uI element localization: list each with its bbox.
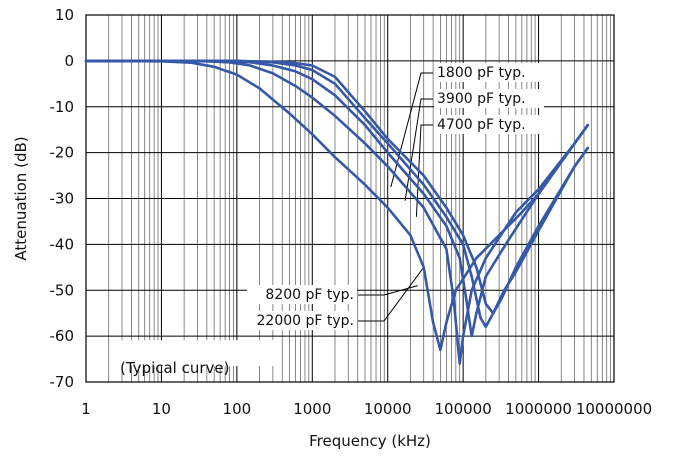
series-line	[84, 59, 590, 352]
series-lines	[84, 59, 590, 365]
y-tick-label: -40	[50, 235, 75, 253]
y-axis-tick-labels: 10 0 -10 -20 -30 -40 -50 -60 -70	[50, 6, 75, 391]
x-tick-label: 1000	[293, 400, 331, 418]
x-tick-label: 1	[81, 400, 91, 418]
x-tick-label: 10000	[364, 400, 412, 418]
y-tick-label: -60	[50, 327, 75, 345]
plot-frame	[85, 14, 615, 383]
series-label: 22000 pF typ.	[257, 313, 355, 329]
series-label: 8200 pF typ.	[265, 287, 354, 303]
leader-line	[358, 285, 418, 296]
x-tick-label: 10000000	[576, 400, 652, 418]
y-tick-label: -30	[50, 190, 75, 208]
y-tick-label: 10	[55, 6, 74, 24]
series-label: 4700 pF typ.	[437, 117, 526, 133]
x-tick-label: 100	[223, 400, 252, 418]
typical-curve-note: (Typical curve)	[120, 359, 230, 377]
y-axis-title: Attenuation (dB)	[12, 136, 30, 260]
typical-curve-note-background	[110, 340, 280, 367]
series-label-background	[247, 285, 357, 304]
leader-line	[358, 267, 425, 322]
x-tick-label: 1000000	[505, 400, 572, 418]
series-label: 3900 pF typ.	[437, 91, 526, 107]
x-tick-label: 10	[152, 400, 171, 418]
series-label-background	[434, 89, 544, 108]
y-tick-label: 0	[64, 52, 74, 70]
y-tick-label: -10	[50, 98, 75, 116]
series-label-background	[434, 63, 544, 82]
series-labels: 1800 pF typ. 3900 pF typ. 4700 pF typ. 8200…	[257, 65, 526, 329]
x-axis-tick-labels: 1 10 100 1000 10000 100000 1000000 10000000	[81, 400, 652, 418]
y-tick-label: -20	[50, 144, 75, 162]
leader-line	[390, 72, 433, 188]
series-line	[84, 59, 590, 329]
series-line	[84, 59, 590, 315]
series-label: 1800 pF typ.	[437, 65, 526, 81]
leader-lines	[358, 72, 433, 322]
x-tick-label: 100000	[435, 400, 492, 418]
leader-line	[404, 98, 433, 201]
series-line	[84, 59, 590, 338]
y-tick-label: -70	[50, 373, 75, 391]
x-axis-title: Frequency (kHz)	[309, 432, 431, 450]
series-label-background	[434, 115, 544, 134]
series-label-background	[247, 311, 357, 330]
y-tick-label: -50	[50, 281, 75, 299]
label-backgrounds	[247, 63, 544, 330]
